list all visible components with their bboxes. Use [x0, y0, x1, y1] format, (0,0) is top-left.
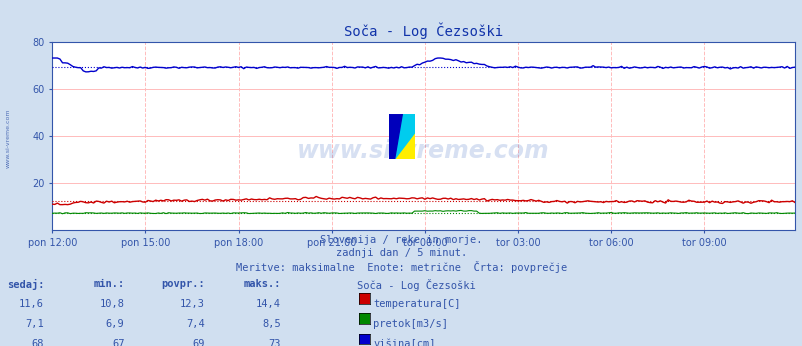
Text: povpr.:: povpr.:: [161, 279, 205, 289]
Text: zadnji dan / 5 minut.: zadnji dan / 5 minut.: [335, 248, 467, 258]
Text: višina[cm]: višina[cm]: [373, 339, 435, 346]
Text: www.si-vreme.com: www.si-vreme.com: [6, 109, 10, 168]
Text: www.si-vreme.com: www.si-vreme.com: [297, 139, 549, 163]
Text: pretok[m3/s]: pretok[m3/s]: [373, 319, 448, 329]
Text: 10,8: 10,8: [99, 299, 124, 309]
Text: 14,4: 14,4: [256, 299, 281, 309]
Text: 6,9: 6,9: [106, 319, 124, 329]
Text: 68: 68: [31, 339, 44, 346]
Text: Meritve: maksimalne  Enote: metrične  Črta: povprečje: Meritve: maksimalne Enote: metrične Črta…: [236, 261, 566, 273]
Text: 8,5: 8,5: [262, 319, 281, 329]
Text: Soča - Log Čezsoški: Soča - Log Čezsoški: [357, 279, 476, 291]
Polygon shape: [394, 132, 415, 159]
Text: 73: 73: [268, 339, 281, 346]
Text: 11,6: 11,6: [19, 299, 44, 309]
Text: 7,4: 7,4: [186, 319, 205, 329]
Text: 7,1: 7,1: [26, 319, 44, 329]
Text: Slovenija / reke in morje.: Slovenija / reke in morje.: [320, 235, 482, 245]
Text: 12,3: 12,3: [180, 299, 205, 309]
Text: min.:: min.:: [93, 279, 124, 289]
Text: sedaj:: sedaj:: [6, 279, 44, 290]
Text: maks.:: maks.:: [243, 279, 281, 289]
Text: 69: 69: [192, 339, 205, 346]
Polygon shape: [394, 114, 415, 159]
Title: Soča - Log Čezsoški: Soča - Log Čezsoški: [343, 22, 503, 39]
Text: 67: 67: [111, 339, 124, 346]
Polygon shape: [389, 114, 402, 159]
Text: temperatura[C]: temperatura[C]: [373, 299, 460, 309]
